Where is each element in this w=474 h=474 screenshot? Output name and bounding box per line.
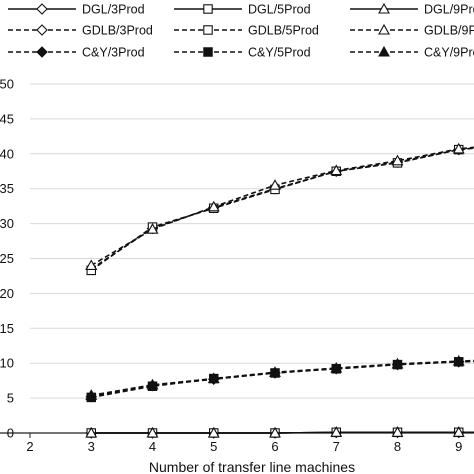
legend-item-4: GDLB/5Prod <box>174 24 319 38</box>
y-tick-label-35: 35 <box>0 181 14 196</box>
series-8-point-6 <box>452 354 465 366</box>
legend-label-0: DGL/3Prod <box>82 3 145 17</box>
series-2-point-3 <box>269 426 281 438</box>
series-8-point-2 <box>207 372 220 384</box>
series-line-4 <box>90 147 474 272</box>
series-group <box>85 142 474 439</box>
y-tick-label-40: 40 <box>0 146 14 161</box>
legend-label-8: C&Y/9Prod <box>424 46 474 60</box>
legend-label-4: GDLB/5Prod <box>248 24 319 38</box>
y-tick-labels: 0 5 10 15 20 25 30 35 40 45 50 <box>0 77 14 441</box>
legend-label-1: DGL/5Prod <box>248 3 311 17</box>
y-tick-label-10: 10 <box>0 356 14 371</box>
series-5-point-1 <box>146 223 159 234</box>
legend-item-7: C&Y/5Prod <box>174 46 311 60</box>
x-tick-label-3: 3 <box>88 439 95 454</box>
series-6 <box>85 356 474 403</box>
legend-swatch-marker-1 <box>203 4 213 14</box>
x-tick-label-9: 9 <box>455 439 462 454</box>
legend-swatch-marker-5 <box>378 23 390 35</box>
series-5-point-3 <box>269 179 281 190</box>
x-tick-label-4: 4 <box>149 439 156 454</box>
series-8 <box>85 354 474 400</box>
series-line-8 <box>91 359 474 397</box>
series-2 <box>85 426 474 438</box>
series-7 <box>86 357 474 403</box>
x-tick-label-2: 2 <box>26 439 33 454</box>
legend-item-2: DGL/9Prod <box>350 3 474 17</box>
series-5-point-2 <box>207 200 220 212</box>
series-2-point-4 <box>330 426 343 437</box>
series-8-point-4 <box>330 361 343 373</box>
legend-swatch-marker-8 <box>378 45 390 57</box>
series-2-point-6 <box>452 426 465 437</box>
legend-item-5: GDLB/9Prod <box>350 24 474 38</box>
series-line-2 <box>91 431 474 434</box>
x-tick-label-8: 8 <box>394 439 401 454</box>
legend-label-2: DGL/9Prod <box>424 3 474 17</box>
series-5-point-5 <box>391 154 404 166</box>
x-tick-labels: 2 3 4 5 6 7 8 9 <box>26 439 462 454</box>
series-2-point-2 <box>207 426 220 438</box>
grid-lines <box>30 83 474 399</box>
legend-swatch-marker-6 <box>36 46 48 58</box>
series-4 <box>86 144 474 276</box>
series-line-6 <box>91 360 474 398</box>
legend-label-5: GDLB/9Prod <box>424 24 474 38</box>
y-tick-label-50: 50 <box>0 77 14 92</box>
y-tick-label-20: 20 <box>0 286 14 301</box>
y-tick-label-0: 0 <box>7 426 14 441</box>
x-axis-label: Number of transfer line machines <box>149 459 355 474</box>
series-2-point-0 <box>85 426 98 438</box>
legend-item-0: DGL/3Prod <box>8 3 145 17</box>
y-tick-label-25: 25 <box>0 251 14 266</box>
series-line-5 <box>90 146 474 267</box>
series-2-point-5 <box>391 426 404 437</box>
y-tick-label-5: 5 <box>7 391 14 406</box>
x-tick-label-7: 7 <box>333 439 340 454</box>
series-8-point-1 <box>146 378 159 390</box>
legend-label-3: GDLB/3Prod <box>82 24 153 38</box>
legend-swatch-marker-7 <box>203 47 213 57</box>
legend-item-3: GDLB/3Prod <box>8 24 153 38</box>
x-tick-label-5: 5 <box>210 439 217 454</box>
legend-swatch-marker-3 <box>36 24 48 36</box>
legend-swatch-marker-2 <box>378 2 390 14</box>
series-line-7 <box>91 360 474 399</box>
series-line-3 <box>90 147 474 270</box>
series-5-point-6 <box>452 142 465 154</box>
series-8-point-5 <box>391 357 404 369</box>
legend-item-6: C&Y/3Prod <box>8 46 145 60</box>
legend-swatch-marker-0 <box>36 3 48 15</box>
legend-label-7: C&Y/5Prod <box>248 46 311 60</box>
legend-item-8: C&Y/9Prod <box>350 46 474 60</box>
series-2-point-1 <box>146 426 159 438</box>
y-tick-label-45: 45 <box>0 111 14 126</box>
y-tick-label-15: 15 <box>0 321 14 336</box>
series-5-point-0 <box>85 259 98 271</box>
series-5 <box>85 142 474 271</box>
series-8-point-3 <box>269 366 281 377</box>
axes <box>0 432 474 438</box>
series-5-point-4 <box>330 164 343 176</box>
legend-label-6: C&Y/3Prod <box>82 46 145 60</box>
legend-swatch-marker-4 <box>203 25 213 35</box>
series-8-point-0 <box>85 389 98 400</box>
y-tick-label-30: 30 <box>0 216 14 231</box>
legend: DGL/3Prod DGL/5Prod DGL/9Prod GDLB/3Prod GDL… <box>8 3 474 60</box>
x-tick-label-6: 6 <box>271 439 278 454</box>
legend-item-1: DGL/5Prod <box>174 3 311 17</box>
